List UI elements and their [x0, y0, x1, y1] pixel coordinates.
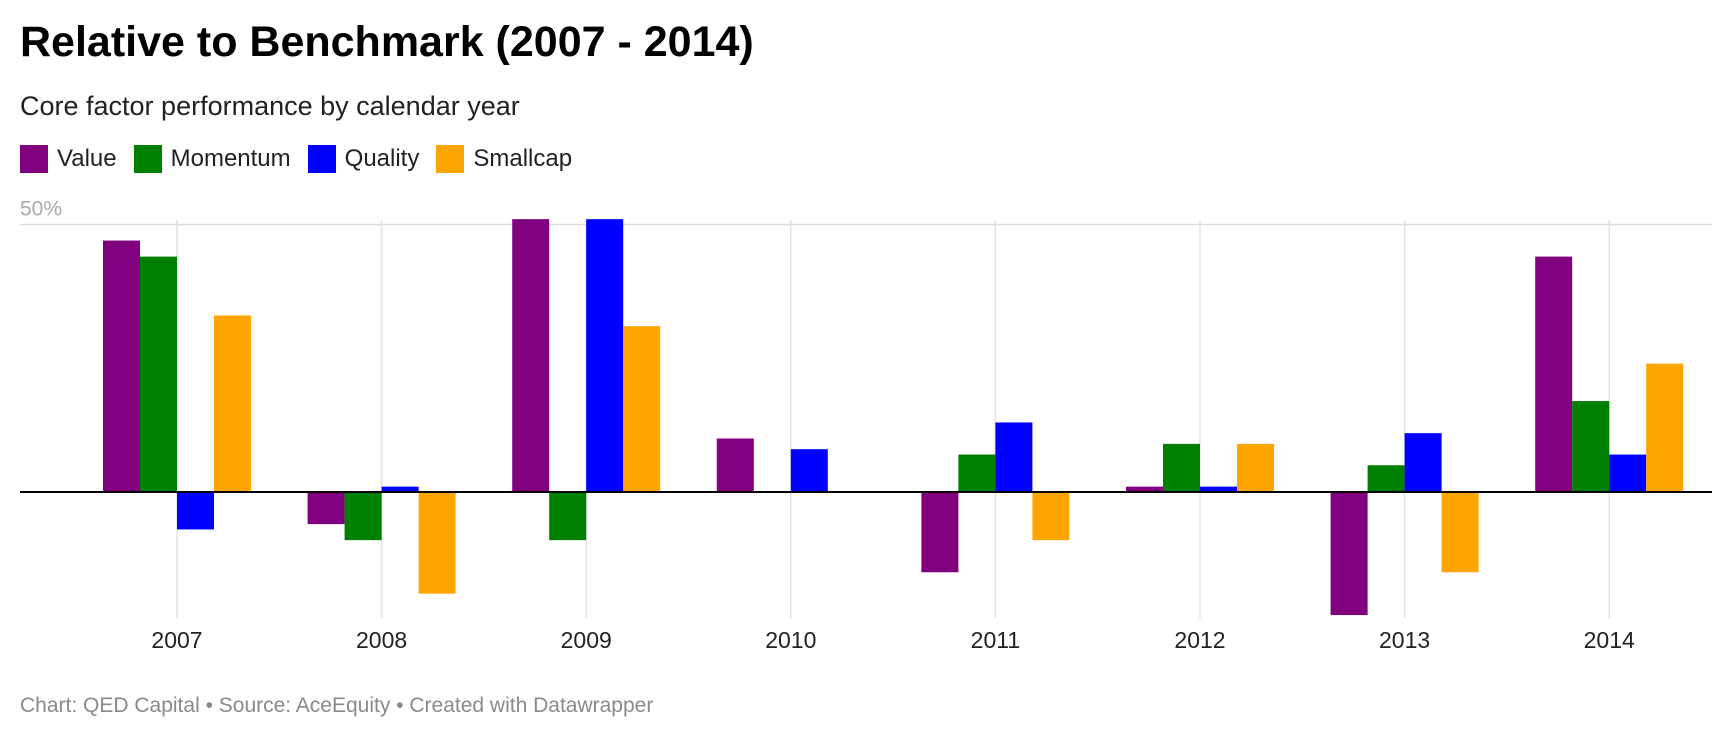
bar-momentum-2014: [1572, 401, 1610, 492]
bar-smallcap-2011: [1032, 492, 1070, 541]
bar-smallcap-2009: [623, 326, 661, 492]
bar-value-2009: [512, 219, 550, 492]
bar-momentum-2012: [1163, 443, 1200, 492]
bar-quality-2013: [1404, 433, 1442, 492]
bar-quality-2009: [586, 219, 624, 492]
x-tick-label-2014: 2014: [1584, 627, 1635, 653]
bar-momentum-2007: [140, 256, 177, 492]
x-tick-label-2013: 2013: [1379, 627, 1430, 653]
bar-quality-2007: [177, 492, 214, 530]
chart-legend: Value Momentum Quality Smallcap: [20, 145, 589, 173]
legend-swatch-smallcap: [436, 145, 465, 173]
bar-quality-2008: [381, 486, 419, 492]
x-tick-label-2012: 2012: [1174, 627, 1225, 653]
bar-smallcap-2008: [418, 492, 456, 594]
legend-item-value: Value: [20, 145, 117, 173]
legend-label-momentum: Momentum: [170, 145, 291, 172]
x-tick-label-2007: 2007: [151, 627, 202, 653]
axis-layer: 50% 2007 2008 2009 2010 2011 2012 2013 2014: [20, 198, 1712, 653]
chart-footer: Chart: QED Capital • Source: AceEquity •…: [20, 694, 654, 717]
chart-subtitle: Core factor performance by calendar year: [20, 91, 520, 121]
bar-smallcap-2013: [1441, 492, 1479, 573]
bar-smallcap-2007: [214, 315, 251, 492]
chart-title: Relative to Benchmark (2007 - 2014): [20, 18, 754, 66]
legend-swatch-momentum: [133, 145, 162, 173]
legend-item-quality: Quality: [307, 145, 420, 173]
bar-quality-2010: [790, 449, 828, 492]
bar-smallcap-2014: [1646, 363, 1684, 492]
bars-layer: [103, 219, 1684, 616]
legend-label-smallcap: Smallcap: [473, 145, 573, 172]
y-tick-label-50: 50%: [20, 198, 62, 221]
legend-item-smallcap: Smallcap: [436, 145, 572, 173]
bar-momentum-2011: [958, 454, 996, 492]
legend-swatch-value: [20, 145, 48, 173]
bar-quality-2012: [1200, 486, 1237, 492]
bar-value-2010: [716, 438, 754, 492]
bar-value-2008: [307, 492, 345, 525]
legend-label-value: Value: [57, 145, 117, 172]
bar-value-2011: [921, 492, 959, 573]
bar-value-2012: [1126, 486, 1163, 492]
bar-quality-2011: [995, 422, 1033, 492]
bar-value-2014: [1535, 256, 1573, 492]
bar-momentum-2013: [1367, 465, 1405, 492]
legend-label-quality: Quality: [344, 145, 420, 172]
bar-momentum-2009: [549, 492, 587, 541]
bar-value-2013: [1330, 492, 1368, 616]
bar-value-2007: [103, 240, 140, 492]
x-tick-label-2008: 2008: [356, 627, 407, 653]
legend-item-momentum: Momentum: [133, 145, 291, 173]
x-tick-label-2009: 2009: [561, 627, 612, 653]
x-tick-label-2010: 2010: [765, 627, 816, 653]
bar-quality-2014: [1609, 454, 1647, 492]
bar-smallcap-2012: [1237, 443, 1274, 492]
x-tick-label-2011: 2011: [971, 627, 1020, 653]
bar-momentum-2008: [344, 492, 382, 541]
legend-swatch-quality: [307, 145, 336, 173]
